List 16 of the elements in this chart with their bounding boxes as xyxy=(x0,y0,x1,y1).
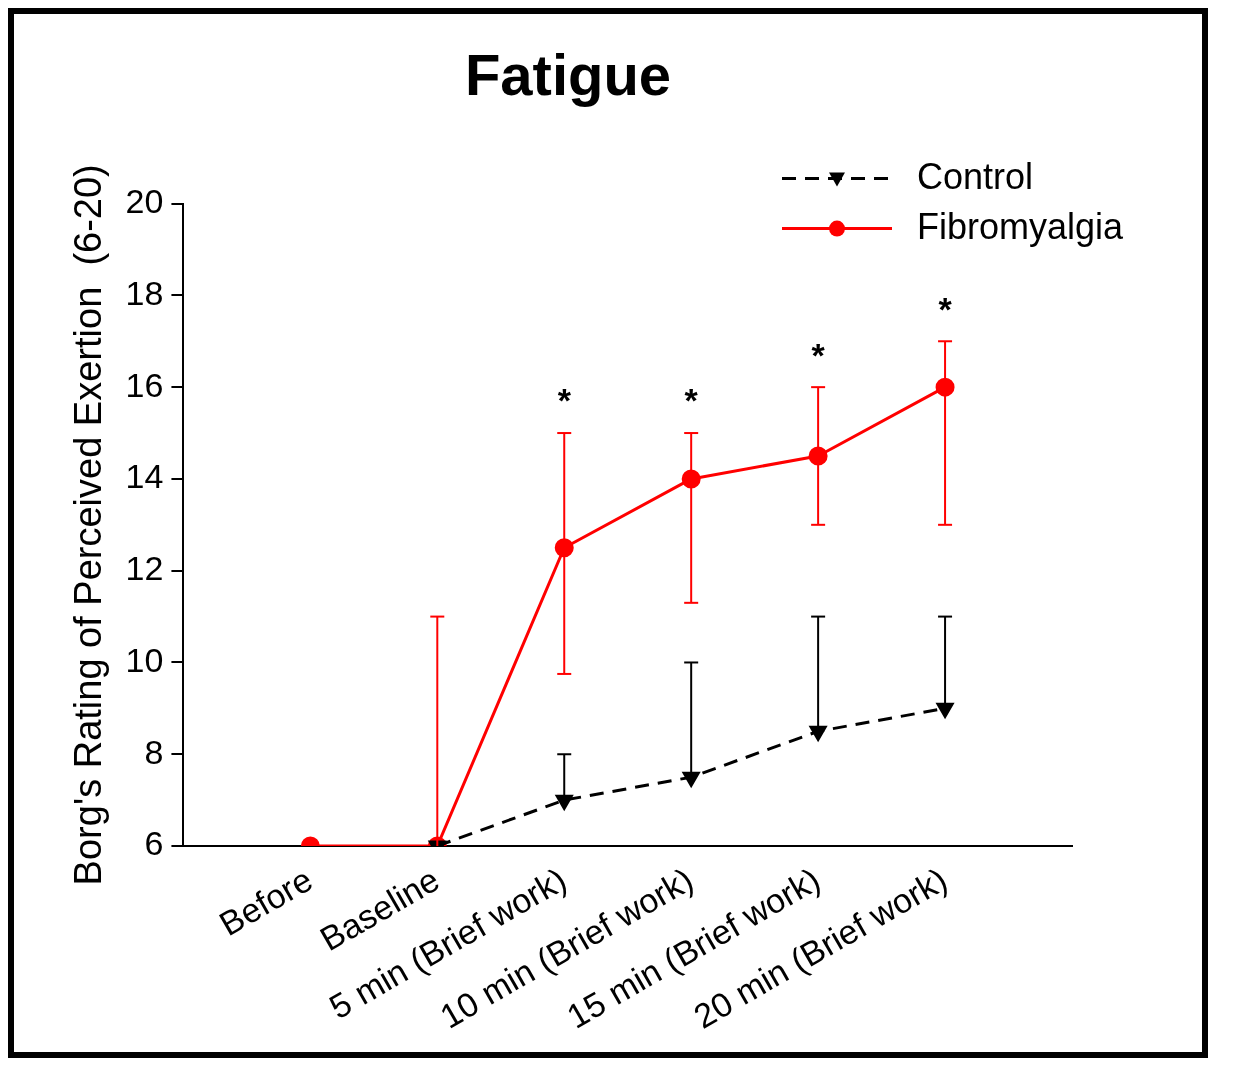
y-tick-label: 10 xyxy=(125,640,164,679)
y-tick-label: 20 xyxy=(125,181,164,220)
annotation: * xyxy=(684,381,699,420)
chart-title: Fatigue xyxy=(464,41,672,107)
y-axis-title: Borg's Rating of Perceived Exertion (6-20) xyxy=(67,164,110,886)
y-tick-label: 8 xyxy=(144,732,164,771)
y-tick-label: 16 xyxy=(125,365,164,404)
y-tick-label: 14 xyxy=(125,457,164,496)
y-tick-label: 18 xyxy=(125,273,164,312)
annotation: * xyxy=(557,381,572,420)
annotation: * xyxy=(811,335,826,374)
y-tick-label: 12 xyxy=(125,549,164,588)
legend-label: Fibromyalgia xyxy=(917,205,1125,247)
annotation: * xyxy=(938,289,953,328)
y-tick-label: 6 xyxy=(144,824,164,863)
legend-label: Control xyxy=(917,155,1034,197)
